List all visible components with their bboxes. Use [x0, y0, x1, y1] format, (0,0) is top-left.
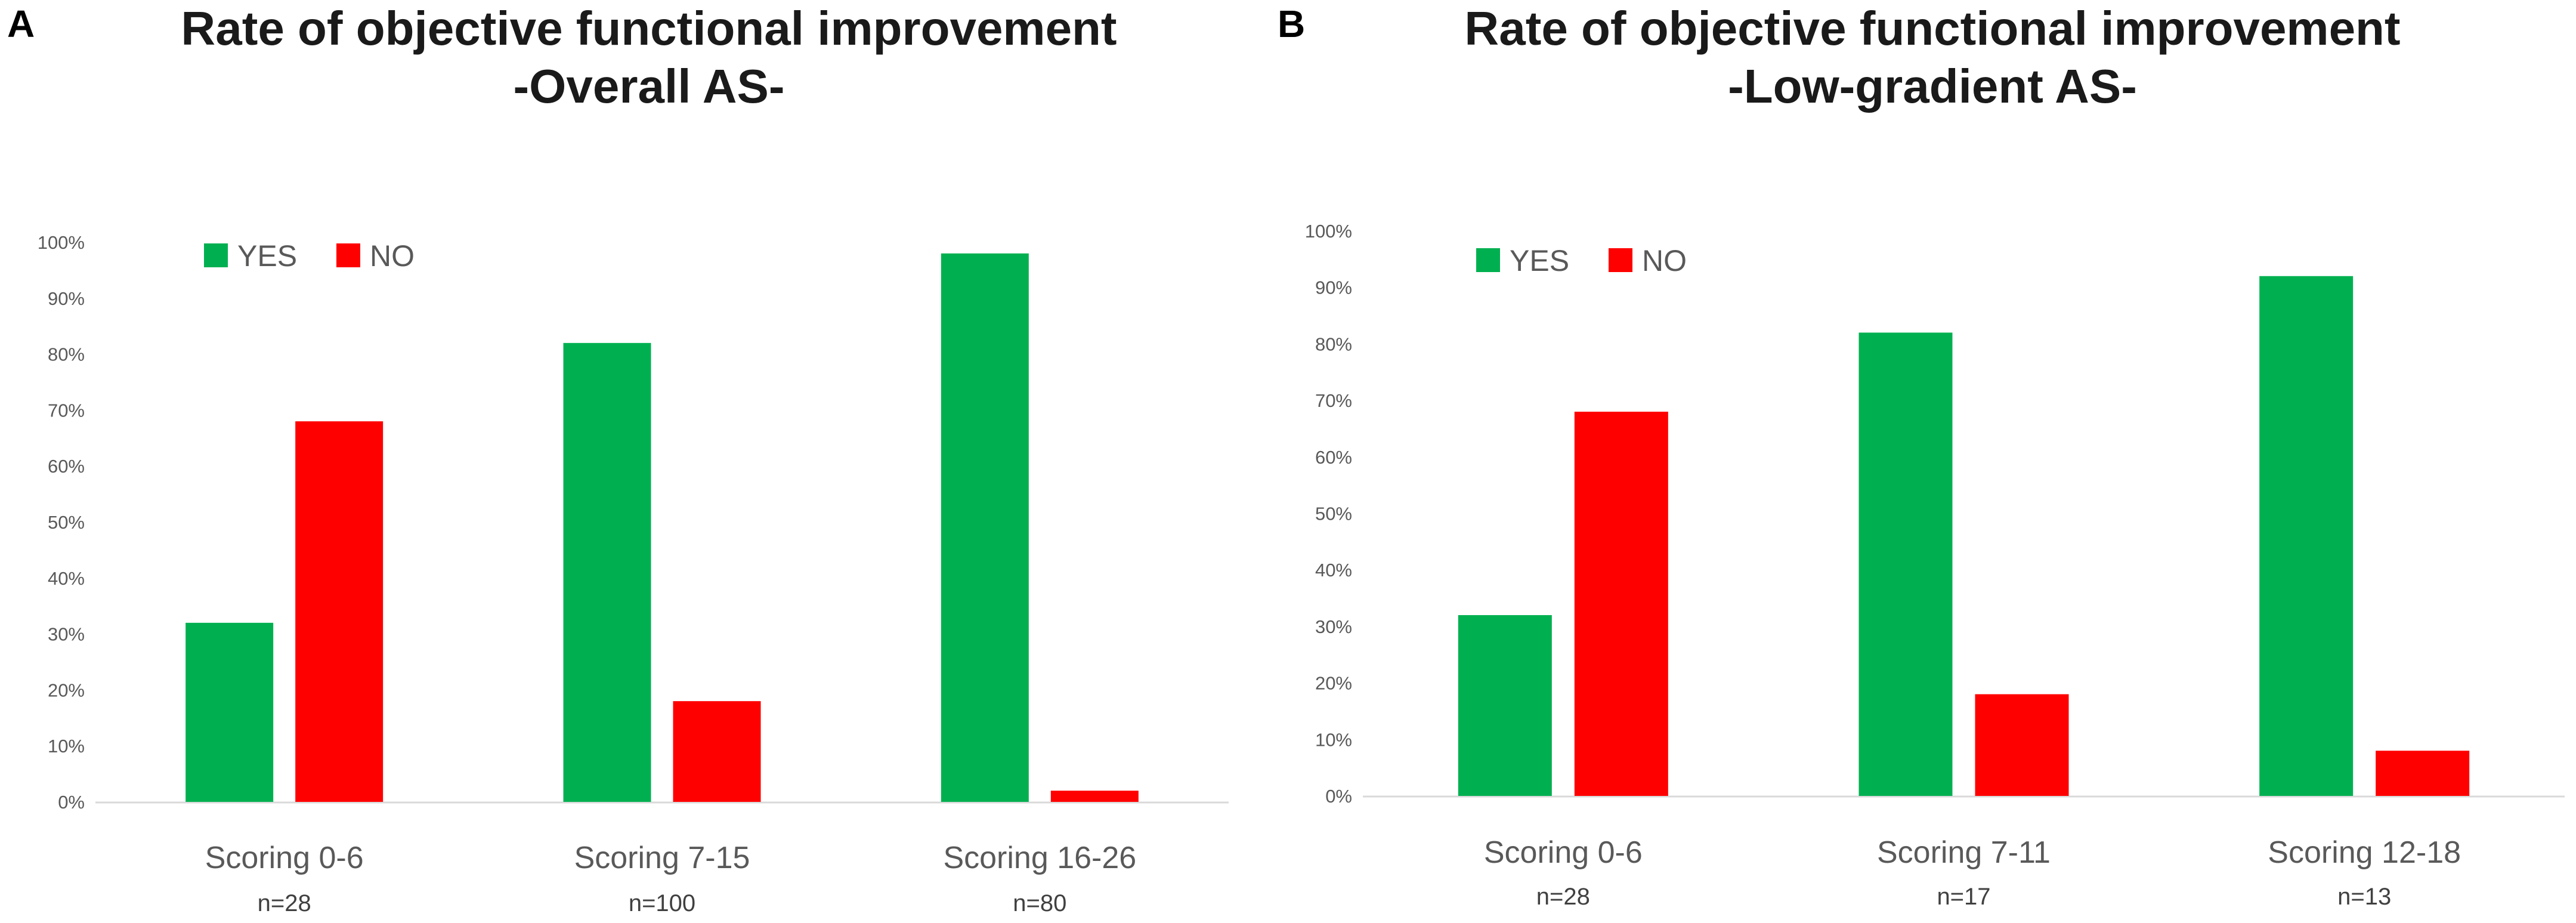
panel-a-title-line-2: -Overall AS- [514, 60, 785, 113]
panel-a-y-tick-label: 20% [48, 680, 85, 700]
panel-a-legend-swatch-no [336, 243, 360, 267]
panel-a-category-label: Scoring 16-26 [943, 841, 1136, 875]
panel-b-y-tick-label: 100% [1305, 221, 1352, 242]
panel-b-legend-label-yes: YES [1510, 244, 1569, 277]
panel-a-category-label: Scoring 0-6 [205, 841, 364, 875]
panel-a-y-tick-label: 30% [48, 624, 85, 645]
panel-a-n-label: n=80 [1013, 890, 1066, 916]
panel-a-title-line-1: Rate of objective functional improvement [181, 2, 1117, 55]
panel-b-bar-yes-1 [1458, 615, 1552, 796]
panel-b-bar-no-1 [1574, 412, 1668, 796]
panel-b-bar-no-2 [1975, 694, 2069, 796]
panel-b-letter: B [1278, 2, 1305, 45]
panel-a-y-tick-label: 90% [48, 288, 85, 309]
panel-b-legend-swatch-no [1609, 248, 1632, 272]
panel-b-y-tick-label: 0% [1325, 786, 1352, 807]
panel-b-category-label: Scoring 7-11 [1877, 835, 2051, 870]
panel-b-title-line-2: -Low-gradient AS- [1728, 60, 2137, 113]
panel-a-bar-no-3 [1050, 791, 1139, 802]
panel-b: B Rate of objective functional improveme… [1278, 2, 2565, 910]
panel-a-plot: 0% 10% 20% 30% 40% 50% 60% 70% 80% 90% 100% Scoring… [38, 232, 1229, 916]
panel-b-y-tick-label: 70% [1315, 390, 1352, 411]
panel-b-n-label: n=28 [1536, 884, 1590, 910]
panel-a-y-tick-label: 60% [48, 456, 85, 477]
panel-b-y-tick-label: 30% [1315, 616, 1352, 637]
panel-b-bar-no-3 [2376, 751, 2470, 796]
panel-a-bar-no-1 [295, 421, 384, 802]
panel-a-n-label: n=100 [629, 890, 695, 916]
panel-a-bar-yes-2 [563, 342, 651, 802]
panel-a-y-tick-label: 40% [48, 568, 85, 589]
panel-b-title-line-1: Rate of objective functional improvement [1464, 2, 2400, 55]
panel-a-y-tick-label: 80% [48, 344, 85, 365]
panel-b-y-tick-label: 90% [1315, 277, 1352, 298]
panel-b-y-tick-label: 40% [1315, 560, 1352, 581]
panel-a-legend-swatch-yes [204, 243, 228, 267]
panel-a-bar-yes-1 [185, 622, 274, 802]
panel-b-y-tick-label: 50% [1315, 504, 1352, 524]
panel-a-y-tick-label: 0% [58, 792, 85, 813]
panel-b-bar-yes-3 [2259, 276, 2354, 796]
panel-b-n-label: n=17 [1937, 884, 1990, 910]
panel-b-legend-swatch-yes [1476, 248, 1500, 272]
panel-a-y-tick-label: 70% [48, 400, 85, 421]
panel-a-category-label: Scoring 7-15 [574, 841, 750, 875]
panel-a-y-tick-label: 50% [48, 512, 85, 533]
panel-b-legend-label-no: NO [1642, 244, 1687, 277]
panel-a-bar-yes-3 [941, 253, 1029, 802]
panel-a: A Rate of objective functional improveme… [7, 2, 1229, 916]
panel-b-category-label: Scoring 12-18 [2268, 835, 2461, 870]
panel-b-bar-yes-2 [1858, 332, 1953, 796]
panel-a-n-label: n=28 [258, 890, 311, 916]
panel-a-y-tick-label: 100% [38, 232, 85, 253]
panel-a-legend-label-no: NO [370, 239, 415, 273]
panel-b-y-tick-label: 80% [1315, 334, 1352, 354]
panel-b-y-tick-label: 10% [1315, 729, 1352, 750]
panel-a-letter: A [7, 2, 35, 45]
panel-b-plot: 0% 10% 20% 30% 40% 50% 60% 70% 80% 90% 100% Scoring… [1305, 221, 2565, 910]
panel-b-n-label: n=13 [2337, 884, 2391, 910]
panel-a-y-tick-label: 10% [48, 736, 85, 757]
panel-b-category-label: Scoring 0-6 [1484, 835, 1643, 870]
panel-b-y-tick-label: 60% [1315, 447, 1352, 468]
panel-a-bar-no-2 [673, 701, 761, 802]
panel-b-y-tick-label: 20% [1315, 673, 1352, 694]
panel-a-legend-label-yes: YES [237, 239, 297, 273]
